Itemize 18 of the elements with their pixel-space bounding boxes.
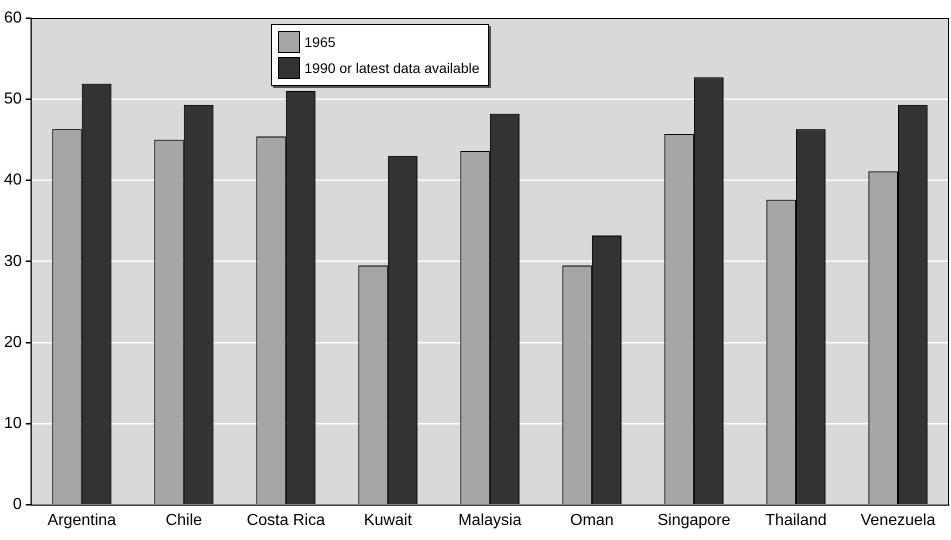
x-tick-label: Thailand <box>765 512 827 529</box>
y-tick-label: 60 <box>4 9 22 26</box>
y-tick-label: 30 <box>4 252 22 270</box>
x-tick-label: Venezuela <box>860 512 936 529</box>
x-tick-label: Oman <box>570 512 614 529</box>
x-tick-label: Singapore <box>657 512 731 529</box>
x-tick-label: Costa Rica <box>246 512 326 529</box>
x-tick-label: Malaysia <box>458 512 522 529</box>
y-tick-label: 10 <box>4 415 22 432</box>
y-tick-label: 20 <box>4 334 22 351</box>
x-tick-label: Argentina <box>48 512 116 529</box>
y-tick-label: 40 <box>4 172 22 189</box>
legend-label: 1965 <box>304 34 336 50</box>
x-tick-label: Chile <box>166 512 202 529</box>
y-tick-label: 50 <box>4 90 22 108</box>
x-tick-label: Kuwait <box>364 512 412 529</box>
y-tick-label: 0 <box>12 496 22 514</box>
legend-label: 1990 or latest data available <box>304 60 480 76</box>
